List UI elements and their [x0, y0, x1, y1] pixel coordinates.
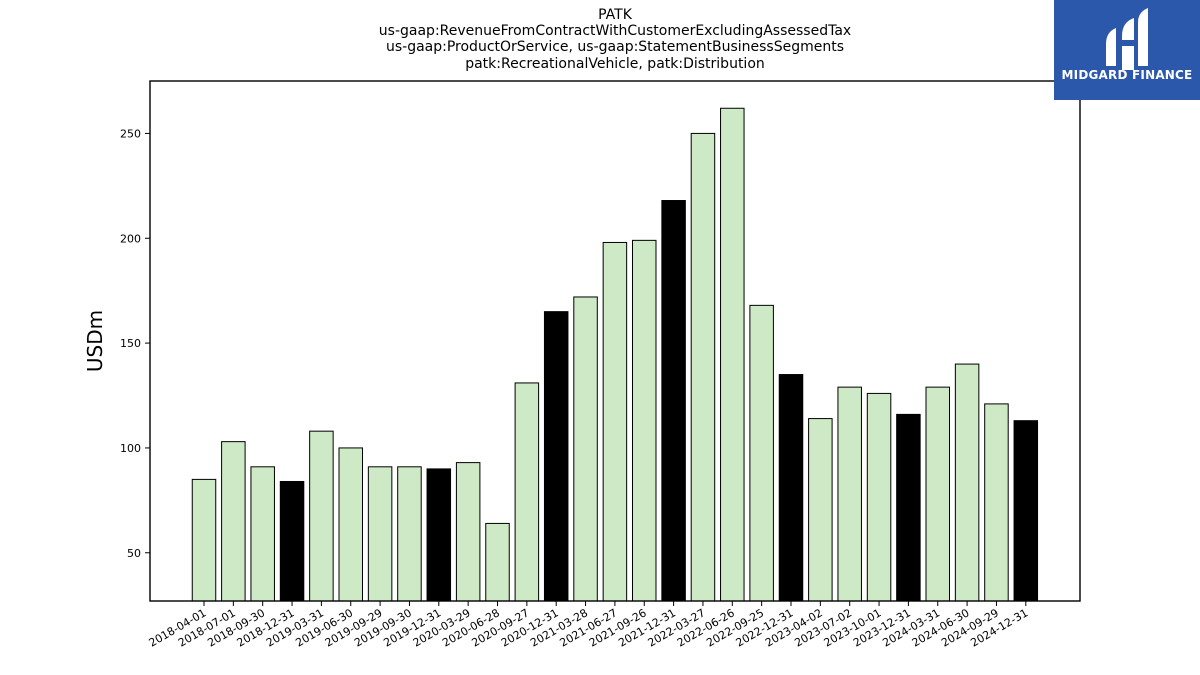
bar	[690, 132, 716, 602]
bar	[191, 478, 217, 602]
bar	[925, 386, 950, 602]
bar	[661, 200, 686, 602]
bar	[309, 430, 334, 602]
bar	[397, 466, 422, 602]
chart-subtitle-line-3: patk:RecreationalVehicle, patk:Distribut…	[465, 56, 765, 72]
bar	[1013, 420, 1039, 602]
y-axis-label: USDm	[83, 310, 107, 372]
chart-subtitle-line-2: us-gaap:ProductOrService, us-gaap:Statem…	[385, 39, 844, 55]
bar	[866, 392, 892, 602]
y-tick-label: 250	[120, 127, 141, 140]
bar	[279, 480, 305, 602]
y-tick-label: 50	[127, 547, 141, 560]
bar	[338, 447, 363, 602]
logo-text: MIDGARD FINANCE	[1061, 68, 1193, 82]
brand-logo: MIDGARD FINANCE	[1054, 0, 1200, 100]
y-tick-label: 100	[120, 442, 141, 455]
bar	[896, 413, 921, 602]
bar	[837, 386, 862, 602]
bar	[455, 462, 481, 602]
bar	[954, 363, 980, 602]
bar	[221, 441, 246, 602]
y-tick-label: 150	[120, 337, 141, 350]
bar	[573, 296, 598, 602]
logo-mark-icon	[1106, 8, 1148, 70]
bar	[720, 107, 745, 602]
bar	[602, 241, 628, 602]
y-tick-label: 200	[120, 232, 141, 245]
bar	[749, 304, 774, 602]
bar	[514, 382, 540, 602]
bar	[984, 403, 1009, 602]
chart-subtitle-line-1: us-gaap:RevenueFromContractWithCustomerE…	[378, 23, 852, 39]
bar	[426, 468, 452, 602]
chart-title: PATK	[598, 7, 632, 23]
bar	[485, 522, 510, 602]
bar	[808, 418, 833, 602]
bar	[367, 466, 393, 602]
bar	[778, 374, 804, 602]
bar	[632, 239, 657, 602]
bar	[250, 466, 275, 602]
bar	[543, 311, 569, 602]
